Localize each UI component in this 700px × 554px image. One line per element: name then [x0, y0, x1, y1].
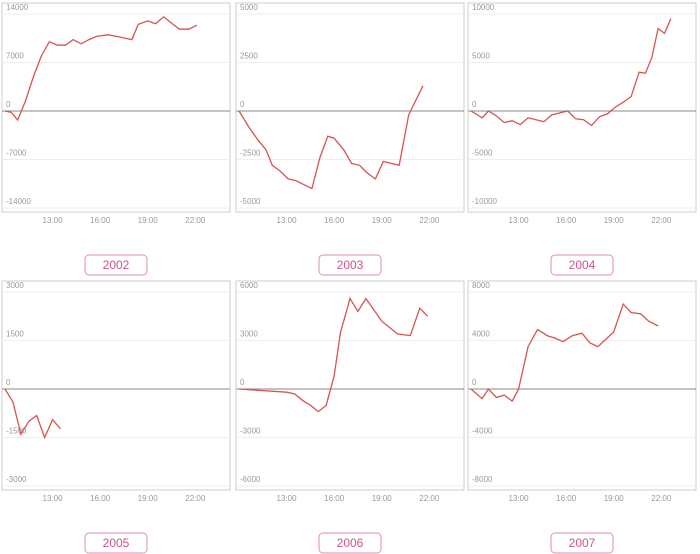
x-tick-label: 19:00 — [138, 216, 159, 225]
y-tick-label: -10000 — [472, 197, 497, 206]
y-tick-label: 3000 — [6, 281, 24, 290]
x-tick-label: 13:00 — [43, 216, 64, 225]
y-tick-label: -14000 — [6, 197, 31, 206]
x-tick-label: 13:00 — [277, 216, 298, 225]
year-label[interactable]: 2005 — [103, 536, 130, 550]
year-button[interactable] — [318, 532, 382, 554]
y-tick-label: 2500 — [240, 52, 258, 61]
year-label[interactable]: 2003 — [337, 258, 364, 272]
line — [4, 388, 61, 440]
x-tick-label: 22:00 — [419, 216, 440, 225]
y-tick-label: -5000 — [240, 197, 261, 206]
y-tick-label: 7000 — [6, 52, 24, 61]
x-tick-label: 22:00 — [419, 494, 440, 503]
y-tick-label: -6000 — [240, 475, 261, 484]
plot-frame — [235, 280, 465, 491]
y-tick-label: -3000 — [6, 475, 27, 484]
year-button[interactable] — [550, 254, 614, 276]
y-tick-label: -4000 — [472, 427, 493, 436]
y-tick-label: -8000 — [472, 475, 493, 484]
year-label[interactable]: 2007 — [569, 536, 596, 550]
x-tick-label: 13:00 — [277, 494, 298, 503]
x-tick-label: 22:00 — [185, 216, 206, 225]
y-tick-label: 0 — [6, 100, 11, 109]
y-tick-label: -1500 — [6, 427, 27, 436]
y-tick-label: 5000 — [240, 3, 258, 12]
y-tick-label: -7000 — [6, 149, 27, 158]
line — [470, 18, 672, 127]
x-tick-label: 22:00 — [185, 494, 206, 503]
x-tick-label: 16:00 — [90, 216, 111, 225]
y-tick-label: 1500 — [6, 330, 24, 339]
y-tick-label: 14000 — [6, 3, 29, 12]
line — [470, 302, 659, 403]
x-tick-label: 16:00 — [324, 494, 345, 503]
plot-frame — [235, 2, 465, 213]
x-tick-label: 19:00 — [138, 494, 159, 503]
y-tick-label: 0 — [240, 378, 245, 387]
x-tick-label: 19:00 — [604, 216, 625, 225]
plot-frame — [467, 280, 697, 491]
plot-frame — [1, 2, 231, 213]
y-tick-label: 6000 — [240, 281, 258, 290]
y-tick-label: -3000 — [240, 427, 261, 436]
y-tick-label: 4000 — [472, 330, 490, 339]
year-label[interactable]: 2006 — [337, 536, 364, 550]
y-tick-label: 8000 — [472, 281, 490, 290]
x-tick-label: 19:00 — [372, 216, 393, 225]
x-tick-label: 16:00 — [324, 216, 345, 225]
year-label[interactable]: 2002 — [103, 258, 130, 272]
y-tick-label: 0 — [240, 100, 245, 109]
y-tick-label: 5000 — [472, 52, 490, 61]
line — [238, 296, 429, 413]
line — [4, 15, 198, 122]
y-tick-label: 10000 — [472, 3, 495, 12]
x-tick-label: 16:00 — [556, 494, 577, 503]
y-tick-label: 0 — [6, 378, 11, 387]
year-label[interactable]: 2004 — [569, 258, 596, 272]
line — [238, 85, 424, 190]
x-tick-label: 19:00 — [604, 494, 625, 503]
y-tick-label: 0 — [472, 378, 477, 387]
y-tick-label: 3000 — [240, 330, 258, 339]
x-tick-label: 22:00 — [651, 216, 672, 225]
y-tick-label: -5000 — [472, 149, 493, 158]
year-button[interactable] — [550, 532, 614, 554]
x-tick-label: 22:00 — [651, 494, 672, 503]
x-tick-label: 16:00 — [90, 494, 111, 503]
x-tick-label: 19:00 — [372, 494, 393, 503]
plot-frame — [467, 2, 697, 213]
x-tick-label: 13:00 — [43, 494, 64, 503]
x-tick-label: 13:00 — [509, 494, 530, 503]
x-tick-label: 16:00 — [556, 216, 577, 225]
year-button[interactable] — [84, 532, 148, 554]
y-tick-label: 0 — [472, 100, 477, 109]
year-button[interactable] — [84, 254, 148, 276]
plot-frame — [1, 280, 231, 491]
x-tick-label: 13:00 — [509, 216, 530, 225]
year-button[interactable] — [318, 254, 382, 276]
y-tick-label: -2500 — [240, 149, 261, 158]
